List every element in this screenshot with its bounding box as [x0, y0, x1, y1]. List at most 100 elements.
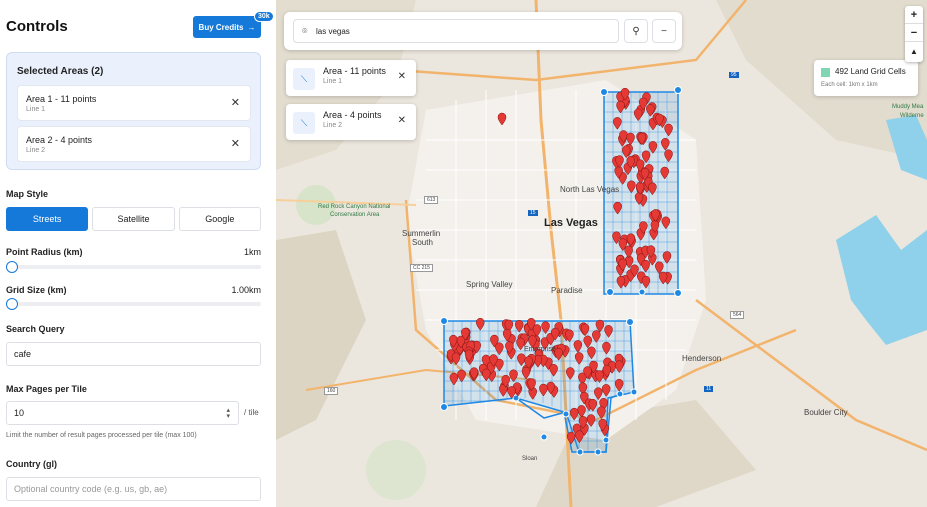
result-marker — [613, 117, 622, 130]
result-marker — [655, 261, 664, 275]
map-style-google[interactable]: Google — [178, 207, 261, 231]
result-marker — [655, 113, 664, 127]
map-pin-icon: ⚲ — [632, 25, 640, 37]
result-marker — [598, 418, 607, 432]
legend-swatch — [821, 68, 830, 77]
result-marker — [490, 334, 499, 348]
area-card[interactable]: Area 1 - 11 points Line 1 ✕ — [17, 85, 251, 121]
result-marker — [515, 319, 524, 333]
close-icon[interactable]: ✕ — [230, 138, 240, 150]
result-marker — [641, 259, 650, 273]
road-shield-95: 95 — [729, 72, 739, 78]
result-marker — [626, 156, 635, 169]
result-marker — [661, 138, 670, 151]
result-marker — [594, 387, 603, 401]
result-marker — [451, 352, 461, 366]
result-marker — [615, 155, 624, 168]
result-marker — [613, 201, 622, 215]
result-marker — [464, 349, 474, 363]
sidebar-header: Controls Buy Credits → 30k — [6, 11, 274, 40]
map-label-las-vegas: Las Vegas — [544, 217, 598, 229]
collapse-button[interactable]: − — [652, 19, 676, 43]
road-shield-215: CC 215 — [410, 264, 433, 272]
map-style-selector: Streets Satellite Google — [6, 207, 261, 231]
grid-size-slider[interactable] — [6, 298, 261, 310]
map-style-satellite[interactable]: Satellite — [92, 207, 175, 231]
grid-size-value: 1.00km — [231, 285, 261, 295]
area-card[interactable]: Area 2 - 4 points Line 2 ✕ — [17, 126, 251, 162]
search-query-label: Search Query — [6, 324, 65, 334]
max-pages-stepper[interactable]: 10 ▴ ▾ — [6, 401, 239, 425]
result-marker — [566, 367, 575, 380]
map-area-card[interactable]: ⟍ Area - 11 points Line 1 ✕ — [286, 60, 416, 96]
result-marker — [660, 166, 669, 180]
max-pages-label: Max Pages per Tile — [6, 384, 87, 394]
result-marker — [637, 132, 647, 146]
map-label-enterprise: Enterprise — [524, 346, 556, 353]
location-pin-icon: ⌾ — [302, 26, 308, 36]
max-pages-value: 10 — [14, 408, 25, 418]
map-label-red-rock: Red Rock Canyon National — [318, 204, 391, 210]
map-area-name: Area - 4 points — [323, 110, 382, 120]
result-marker — [635, 159, 645, 173]
result-marker — [573, 340, 583, 353]
result-marker — [595, 370, 604, 383]
line-icon: ⟍ — [293, 68, 315, 90]
locate-button[interactable]: ⚲ — [624, 19, 648, 43]
result-marker — [521, 366, 531, 380]
area-name: Area 1 - 11 points — [26, 94, 97, 104]
map-area-card[interactable]: ⟍ Area - 4 points Line 2 ✕ — [286, 104, 416, 140]
stepper-arrows-icon[interactable]: ▴ ▾ — [226, 407, 230, 420]
result-marker — [554, 347, 563, 361]
result-marker — [604, 325, 613, 338]
result-marker — [602, 341, 611, 355]
map-label-muddy-2: Wilderne — [900, 113, 924, 119]
zoom-out-button[interactable]: − — [905, 24, 923, 42]
location-search-input[interactable]: ⌾ las vegas — [293, 19, 619, 43]
point-radius-slider[interactable] — [6, 261, 261, 273]
search-query-input[interactable]: cafe — [6, 342, 261, 366]
road-shield-564: 564 — [730, 311, 745, 319]
result-marker — [546, 381, 556, 395]
country-input[interactable]: Optional country code (e.g. us, gb, ae) — [6, 477, 261, 501]
compass-icon[interactable]: ▲ — [910, 46, 918, 56]
road-shield-15: 15 — [528, 210, 538, 216]
map-label-boulder-city: Boulder City — [804, 408, 848, 417]
close-icon[interactable]: ✕ — [397, 71, 406, 82]
map-style-streets[interactable]: Streets — [6, 207, 89, 231]
result-marker — [476, 317, 485, 331]
location-search-value: las vegas — [316, 26, 350, 36]
result-marker — [586, 414, 596, 427]
area-line: Line 1 — [26, 106, 46, 113]
zoom-in-button[interactable]: + — [905, 6, 923, 24]
result-marker — [549, 364, 558, 377]
result-marker — [532, 324, 542, 337]
page-title: Controls — [6, 18, 68, 35]
result-markers — [446, 87, 673, 445]
result-marker — [578, 372, 587, 386]
zoom-controls: + − ▲ — [905, 6, 923, 62]
result-marker — [449, 372, 459, 386]
close-icon[interactable]: ✕ — [230, 97, 240, 109]
result-marker — [499, 384, 508, 397]
result-marker — [495, 342, 504, 356]
country-label: Country (gl) — [6, 459, 57, 469]
map-style-label: Map Style — [6, 189, 49, 199]
result-marker — [565, 329, 574, 343]
result-marker — [541, 321, 550, 335]
result-marker — [648, 141, 658, 154]
road-shield-613: 613 — [424, 196, 439, 204]
map-label-spring-valley: Spring Valley — [466, 280, 513, 289]
result-marker — [501, 374, 510, 388]
slider-thumb[interactable] — [6, 298, 18, 310]
line-icon: ⟍ — [293, 112, 315, 134]
selected-areas-panel: Selected Areas (2) Area 1 - 11 points Li… — [6, 52, 261, 170]
max-pages-unit: / tile — [244, 408, 259, 417]
result-marker — [616, 275, 626, 289]
result-marker — [664, 149, 673, 163]
buy-credits-button[interactable]: Buy Credits → — [193, 16, 261, 38]
result-marker — [516, 337, 525, 351]
slider-thumb[interactable] — [6, 261, 18, 273]
result-marker — [664, 123, 673, 137]
close-icon[interactable]: ✕ — [397, 115, 406, 126]
